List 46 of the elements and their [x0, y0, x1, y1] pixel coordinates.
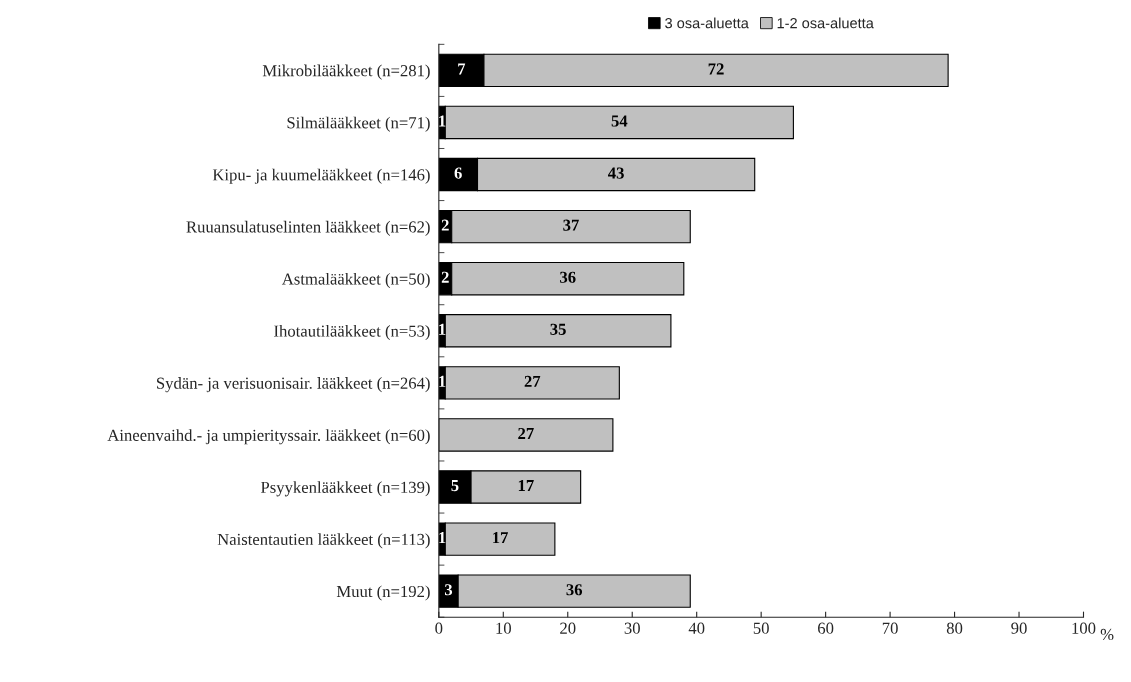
data-label: 1	[439, 375, 446, 387]
x-tick-label: 100	[1072, 622, 1096, 634]
data-label: 17	[493, 532, 508, 544]
x-tick-label: 50	[753, 622, 769, 634]
data-label: 3	[444, 584, 453, 596]
legend-label: 3 osa-aluetta	[665, 17, 749, 29]
y-tick-label: Silmälääkkeet (n=71)	[287, 116, 430, 132]
y-tick-label: Psyykenlääkkeet (n=139)	[260, 481, 430, 497]
data-label: 1	[439, 532, 446, 544]
data-label: 37	[563, 219, 579, 231]
data-label: 5	[451, 480, 459, 492]
data-label: 17	[518, 480, 534, 492]
x-axis-title: %	[1100, 628, 1114, 641]
legend-label: 1-2 osa-aluetta	[777, 17, 874, 29]
data-label: 54	[611, 115, 628, 127]
data-label: 6	[454, 167, 462, 179]
x-tick-label: 80	[946, 622, 963, 634]
x-tick-label: 20	[560, 622, 576, 634]
data-label: 27	[524, 375, 541, 387]
y-tick-label: Sydän- ja verisuonisair. lääkkeet (n=264)	[157, 377, 430, 393]
y-tick-label: Astmalääkkeet (n=50)	[281, 272, 430, 289]
data-label: 36	[566, 584, 583, 596]
data-label: 43	[608, 167, 624, 179]
data-label: 27	[518, 427, 534, 439]
y-tick-label: Muut (n=192)	[336, 585, 430, 601]
x-tick-label: 10	[496, 622, 511, 634]
x-tick-label: 60	[818, 622, 834, 634]
data-label: 2	[441, 219, 449, 231]
x-tick-label: 0	[435, 622, 443, 634]
data-label: 1	[439, 323, 446, 335]
x-tick-label: 70	[882, 622, 898, 634]
data-label: 36	[560, 271, 576, 283]
y-tick-label: Ruuansulatuselinten lääkkeet (n=62)	[186, 220, 430, 236]
y-tick-label: Mikrobilääkkeet (n=281)	[262, 64, 430, 80]
y-tick-label: Aineenvaihd.- ja umpierityssair. lääkkeet (n=60)	[107, 429, 430, 445]
data-label: 1	[439, 115, 446, 127]
y-tick-label: Kipu- ja kuumelääkkeet (n=146)	[212, 168, 430, 184]
x-tick-label: 40	[688, 622, 705, 634]
data-label: 2	[441, 271, 449, 283]
x-tick-label: 90	[1011, 622, 1027, 634]
data-label: 35	[550, 323, 566, 335]
x-tick-label: 30	[624, 622, 640, 634]
y-tick-label: Ihotautilääkkeet (n=53)	[274, 324, 430, 341]
data-label: 72	[708, 63, 724, 75]
data-label: 7	[458, 63, 466, 75]
y-tick-label: Naistentautien lääkkeet (n=113)	[217, 533, 430, 549]
